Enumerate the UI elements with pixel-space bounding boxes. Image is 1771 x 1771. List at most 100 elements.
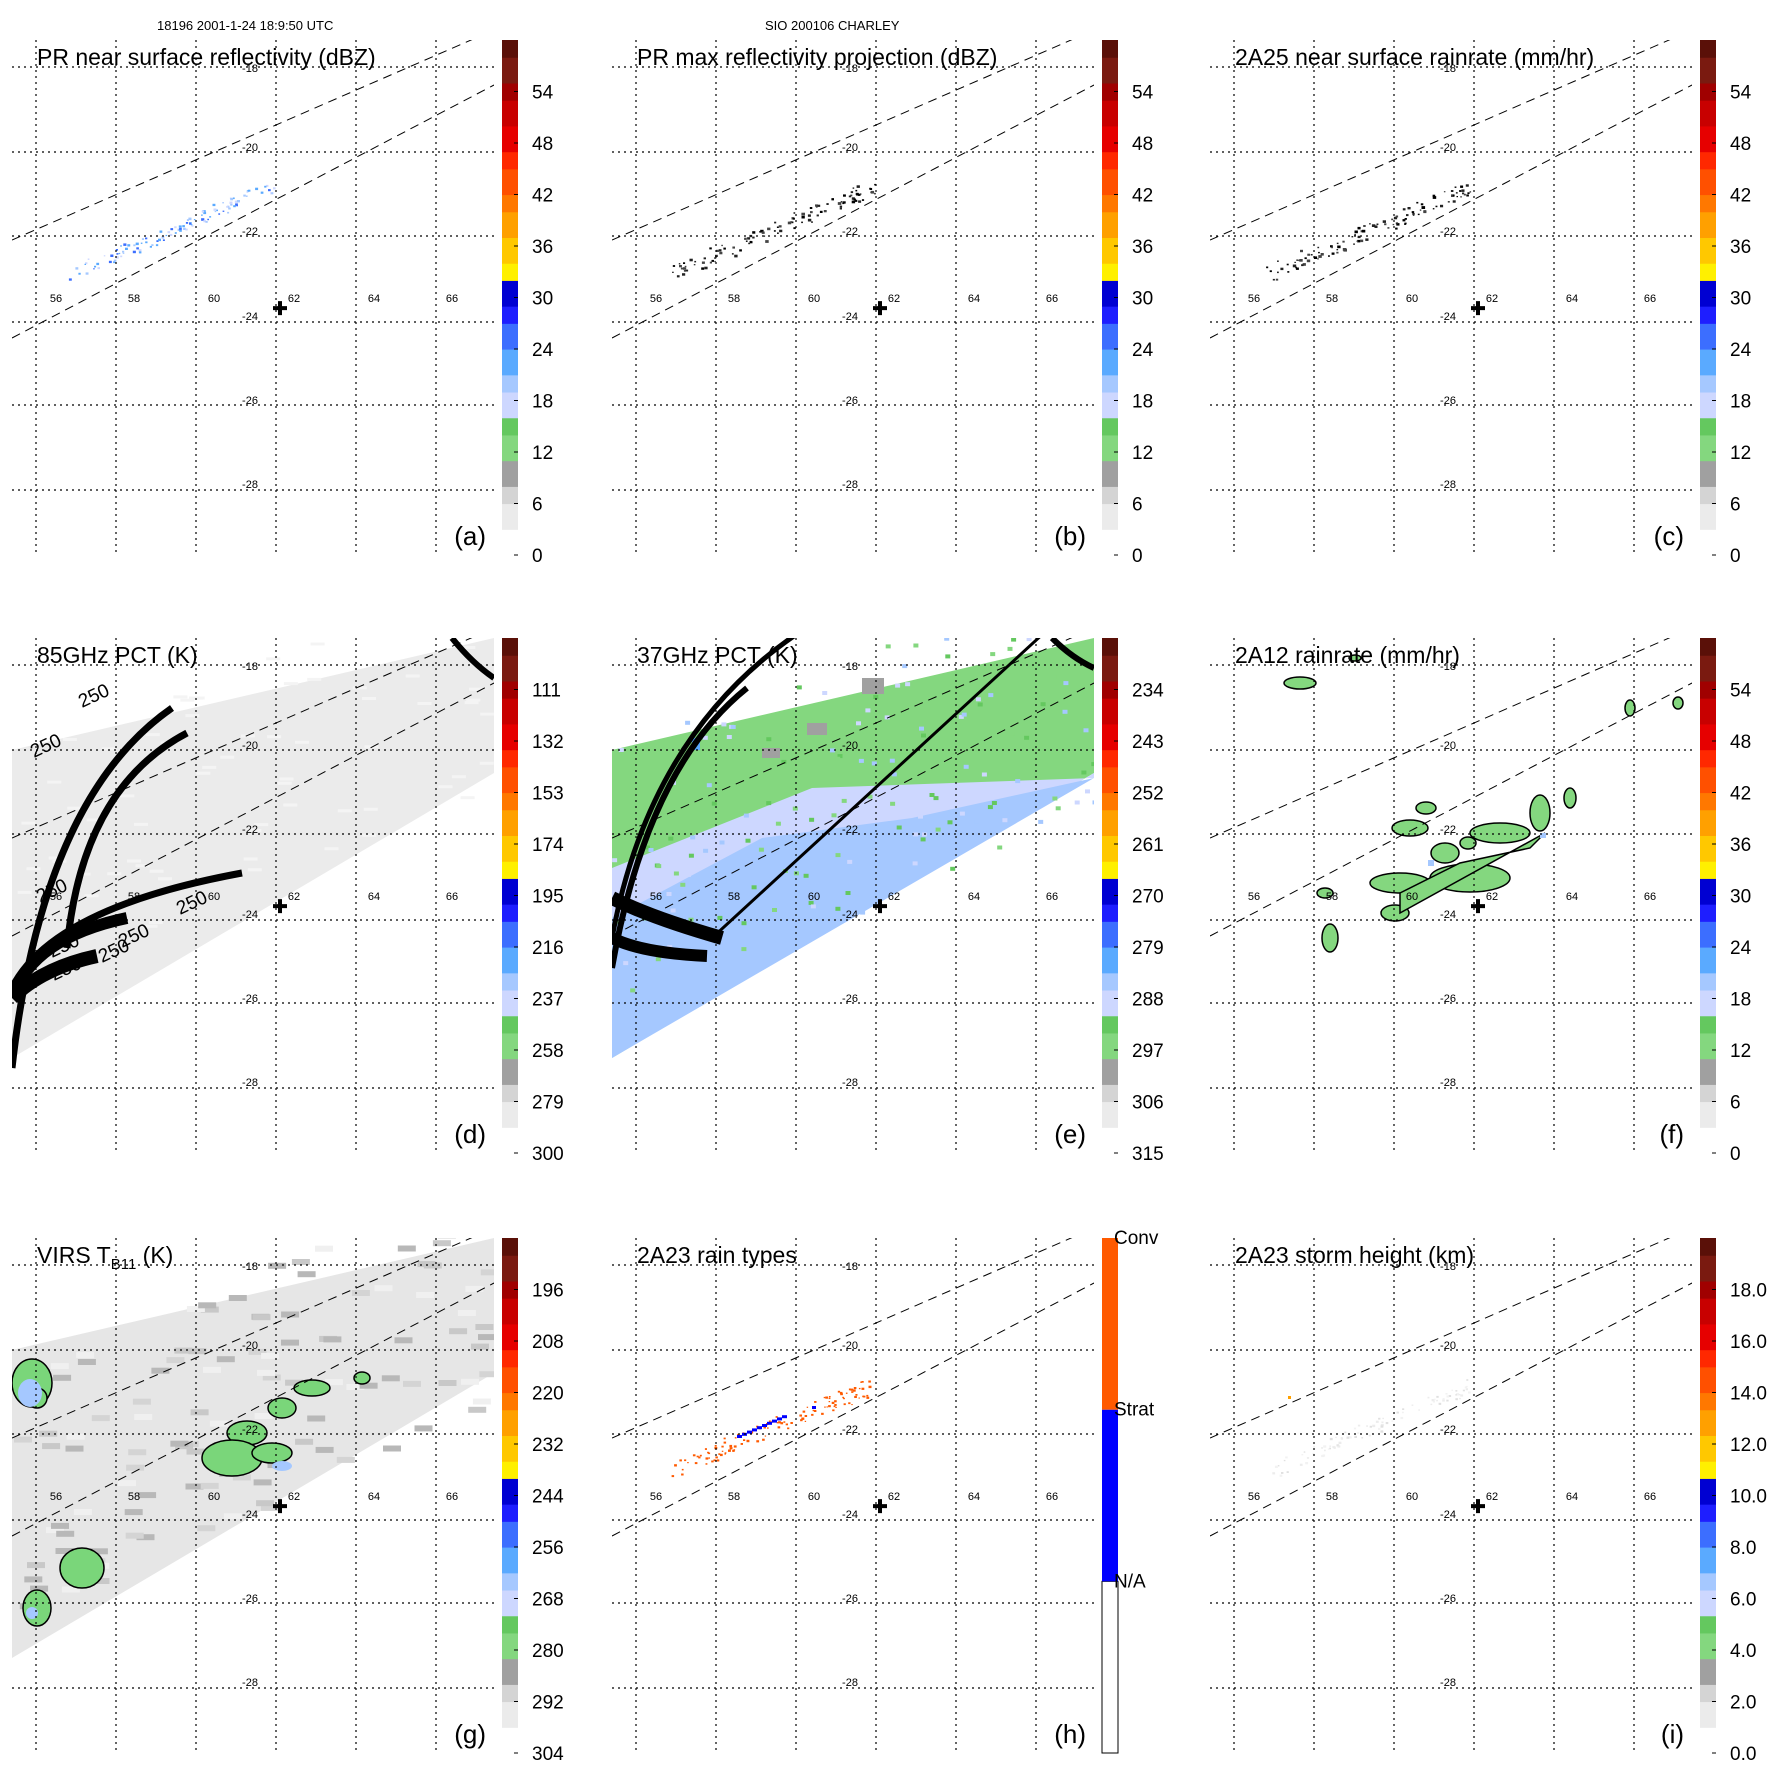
colorbar-swatch (1700, 1418, 1716, 1428)
lon-tick-label: 64 (1566, 891, 1578, 903)
colorbar-swatch (502, 349, 518, 359)
swath-edge-line (12, 84, 494, 339)
panel-plot-area: 56 58 60 62 64 66-18-20-22-24-26-28 (12, 40, 494, 555)
brightness-temp-pixel (366, 623, 380, 626)
storm-height-pixel (1337, 1445, 1341, 1448)
reflectivity-pixel (856, 193, 860, 196)
brightness-temp-pixel (702, 735, 708, 740)
reflectivity-pixel (1266, 266, 1269, 269)
cold-cloud-region (59, 1547, 105, 1589)
brightness-temp-pixel (810, 904, 816, 909)
brightness-temp-pixel (703, 848, 709, 853)
brightness-temp-pixel (743, 813, 749, 818)
brightness-temp-pixel (905, 682, 911, 687)
lon-tick-label: 56 (50, 293, 62, 305)
brightness-temp-pixel (829, 748, 835, 753)
colorbar-tick-label: 24 (532, 340, 554, 361)
reflectivity-pixel (676, 275, 680, 278)
reflectivity-pixel (759, 231, 761, 233)
brightness-temp-pixel (807, 723, 827, 735)
reflectivity-pixel (123, 243, 127, 246)
lon-tick-label: 58 (1326, 1491, 1338, 1503)
brightness-temp-pixel (809, 817, 815, 822)
ir-pixel (55, 1548, 74, 1554)
reflectivity-pixel (1462, 192, 1465, 195)
reflectivity-pixel (189, 222, 192, 225)
reflectivity-pixel (135, 242, 139, 246)
brightness-temp-pixel (310, 642, 325, 646)
reflectivity-pixel (1460, 185, 1464, 188)
rain-type-pixel (692, 1454, 696, 1457)
colorbar-swatch (1700, 758, 1716, 768)
colorbar-swatch (1700, 1624, 1716, 1634)
colorbar-swatch (1700, 117, 1716, 127)
rain-type-pixel (699, 1454, 702, 1457)
reflectivity-pixel (779, 229, 783, 233)
colorbar-swatch (502, 749, 518, 759)
storm-height-pixel (1458, 1394, 1461, 1396)
rain-type-pixel (778, 1421, 781, 1424)
swath-edge-line (12, 1282, 494, 1537)
colorbar-swatch (1700, 732, 1716, 742)
ir-pixel (61, 1586, 80, 1593)
colorbar-swatch (502, 869, 518, 879)
rain-type-pixel (821, 1412, 824, 1415)
colorbar-tick-label: 153 (532, 784, 564, 805)
reflectivity-pixel (1460, 196, 1462, 198)
reflectivity-pixel (1459, 190, 1462, 192)
reflectivity-pixel (145, 241, 148, 244)
brightness-temp-pixel (134, 822, 148, 826)
brightness-temp-pixel (988, 693, 994, 698)
reflectivity-pixel (1331, 252, 1335, 255)
colorbar-swatch (502, 1692, 518, 1703)
colorbar-swatch (502, 1323, 518, 1334)
reflectivity-pixel (1432, 196, 1437, 199)
storm-height-pixel (1344, 1431, 1347, 1434)
colorbar-swatch (1700, 1358, 1716, 1368)
colorbar-tick-label: 216 (532, 938, 564, 959)
colorbar-tick-label: 12 (1132, 443, 1153, 464)
rain-type-pixel (848, 1402, 851, 1405)
brightness-temp-pixel (180, 698, 195, 702)
reflectivity-pixel (683, 262, 686, 264)
storm-height-pixel (1436, 1399, 1438, 1402)
colorbar-swatch (502, 1426, 518, 1437)
colorbar-tick-label: 6 (532, 495, 543, 516)
colorbar-swatch (1102, 417, 1118, 427)
reflectivity-pixel (158, 238, 161, 242)
brightness-temp-pixel (466, 698, 481, 702)
lon-tick-label: 60 (1406, 1491, 1418, 1503)
colorbar-swatch (1102, 938, 1118, 948)
brightness-temp-pixel (630, 988, 636, 993)
brightness-temp-pixel (913, 643, 919, 648)
ir-pixel (414, 1425, 433, 1432)
ir-pixel (438, 1380, 457, 1386)
colorbar-swatch (1102, 826, 1118, 837)
cold-cloud-core (18, 1379, 42, 1407)
colorbar-tick-label: 18.0 (1730, 1281, 1767, 1302)
storm-height-pixel (1460, 1394, 1464, 1397)
colorbar-swatch (502, 1135, 518, 1146)
reflectivity-pixel (162, 239, 165, 241)
rain-type-pixel (866, 1396, 870, 1399)
panel-title: PR near surface reflectivity (dBZ) (37, 44, 376, 70)
brightness-temp-pixel (862, 678, 884, 694)
reflectivity-pixel (694, 260, 697, 263)
lat-tick-label: -28 (242, 479, 258, 491)
colorbar-tick-label: 48 (532, 134, 553, 155)
colorbar-swatch (1700, 998, 1716, 1008)
reflectivity-pixel (1432, 208, 1435, 210)
colorbar-swatch (1700, 357, 1716, 367)
rain-type-pixel (828, 1405, 831, 1408)
colorbar-swatch (1102, 366, 1118, 376)
colorbar-swatch (1102, 706, 1118, 716)
rain-type-pixel (823, 1396, 826, 1399)
swath-edge-line (1210, 40, 1671, 241)
colorbar-swatch (1700, 1401, 1716, 1411)
colorbar-swatch (502, 1263, 518, 1273)
brightness-temp-pixel (148, 921, 163, 924)
ir-pixel (200, 1482, 219, 1489)
colorbar-tick-label: 288 (1132, 990, 1164, 1011)
